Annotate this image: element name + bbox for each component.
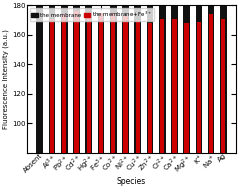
- Bar: [148, 23, 152, 153]
- Bar: [171, 0, 178, 153]
- Bar: [147, 0, 153, 153]
- Bar: [61, 0, 68, 153]
- Legend: the membrane, the membrane+Fe$^{3+}$: the membrane, the membrane+Fe$^{3+}$: [30, 8, 154, 21]
- Bar: [209, 14, 213, 153]
- Bar: [74, 11, 79, 153]
- Bar: [221, 19, 225, 153]
- Bar: [98, 13, 104, 153]
- Bar: [159, 0, 166, 153]
- Bar: [196, 0, 202, 153]
- Bar: [87, 17, 91, 153]
- Bar: [185, 23, 189, 153]
- Y-axis label: Fluorescence Intensity (a.u.): Fluorescence Intensity (a.u.): [3, 29, 9, 129]
- Bar: [220, 0, 227, 153]
- Bar: [208, 0, 214, 153]
- Bar: [183, 0, 190, 153]
- X-axis label: Species: Species: [117, 177, 146, 186]
- Bar: [85, 0, 92, 153]
- Bar: [73, 0, 80, 153]
- Bar: [134, 0, 141, 153]
- Bar: [62, 14, 66, 153]
- Bar: [50, 19, 54, 153]
- Bar: [49, 0, 55, 153]
- Bar: [123, 16, 128, 153]
- Bar: [197, 22, 201, 153]
- Bar: [172, 19, 177, 153]
- Bar: [110, 0, 117, 153]
- Bar: [99, 13, 103, 153]
- Bar: [136, 20, 140, 153]
- Bar: [111, 13, 115, 153]
- Bar: [37, 0, 43, 153]
- Bar: [160, 19, 164, 153]
- Bar: [122, 0, 129, 153]
